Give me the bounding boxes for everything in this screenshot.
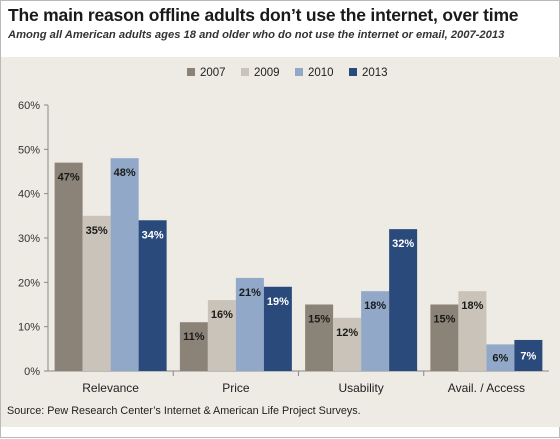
legend-label: 2007 [200, 67, 226, 79]
data-label: 16% [211, 309, 233, 321]
data-label: 48% [114, 167, 136, 179]
bar-2009 [458, 291, 487, 371]
y-tick-label: 30% [18, 233, 40, 245]
legend-swatch-2013 [349, 68, 357, 76]
data-label: 35% [86, 225, 108, 237]
data-labels: 47% 35% 48% 34% 11% 16% 21% 19% 15% 12% 18% 32% 15% 1… [58, 167, 537, 365]
y-tick-label: 40% [18, 189, 40, 201]
legend-swatch-2010 [295, 68, 303, 76]
source-note: Source: Pew Research Center’s Internet &… [7, 405, 361, 417]
bars [54, 158, 543, 371]
data-label: 7% [520, 350, 536, 362]
bar-2010 [486, 344, 515, 371]
bar-2007 [179, 322, 208, 371]
data-label: 47% [58, 172, 80, 184]
x-category-label: Usability [338, 381, 383, 395]
bar-2010 [110, 158, 139, 371]
legend-label: 2009 [254, 67, 280, 79]
bar-2013 [263, 286, 292, 371]
bar-2007 [430, 304, 459, 371]
bar-2010 [361, 291, 390, 371]
bar-2013 [138, 220, 167, 371]
data-label: 34% [142, 229, 164, 241]
bar-2007 [54, 162, 83, 371]
legend-label: 2013 [362, 67, 388, 79]
x-category-label: Avail. / Access [448, 381, 525, 395]
data-label: 19% [267, 296, 289, 308]
data-label: 15% [308, 314, 330, 326]
y-tick-label: 60% [18, 100, 40, 112]
data-label: 18% [364, 300, 386, 312]
legend-swatch-2009 [241, 68, 249, 76]
bar-2007 [305, 304, 334, 371]
y-tick-label: 50% [18, 144, 40, 156]
data-label: 12% [336, 327, 358, 339]
legend-label: 2010 [308, 67, 334, 79]
bar-2009 [207, 300, 236, 371]
y-tick-label: 20% [18, 277, 40, 289]
data-label: 18% [461, 300, 483, 312]
x-category-label: Price [222, 381, 250, 395]
data-label: 15% [433, 314, 455, 326]
bar-2009 [333, 317, 362, 371]
bar-2009 [82, 215, 111, 371]
axes: 0% 10% 20% 30% 40% 50% 60% Relevance Price Usabil… [18, 100, 549, 395]
bar-2013 [389, 229, 418, 371]
chart-title: The main reason offline adults don’t use… [8, 5, 519, 25]
bar-2010 [235, 277, 264, 371]
chart-subtitle: Among all American adults ages 18 and ol… [8, 29, 505, 41]
legend-swatch-2007 [187, 68, 195, 76]
x-category-label: Relevance [82, 381, 139, 395]
data-label: 6% [492, 353, 508, 365]
y-tick-label: 10% [18, 322, 40, 334]
bar-2013 [514, 339, 543, 371]
data-label: 21% [239, 287, 261, 299]
data-label: 11% [183, 331, 205, 343]
data-label: 32% [392, 238, 414, 250]
y-tick-label: 0% [24, 366, 40, 378]
legend: 2007 2009 2010 2013 [187, 67, 388, 79]
